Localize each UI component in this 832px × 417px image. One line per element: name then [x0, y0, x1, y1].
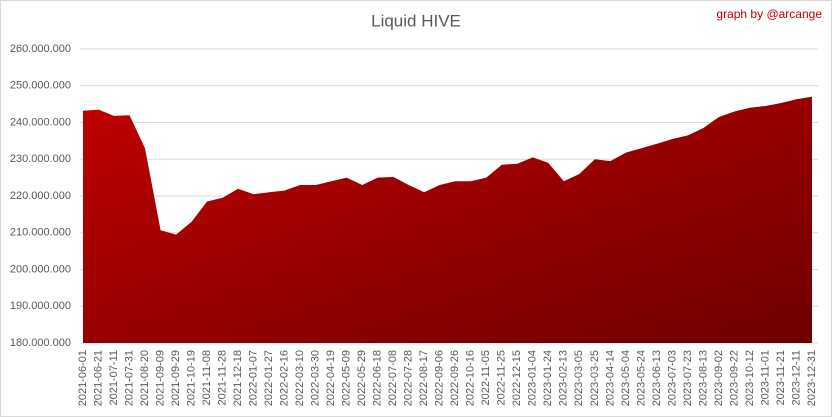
x-tick-label: 2021-06-21 [92, 350, 104, 406]
x-tick-label: 2021-09-29 [170, 350, 182, 406]
x-tick-label: 2022-11-05 [480, 350, 492, 405]
x-tick-label: 2023-05-04 [620, 350, 632, 406]
x-tick-label: 2021-08-20 [139, 350, 151, 406]
annotation: graph by @arcange [716, 7, 822, 21]
x-tick-label: 2022-04-19 [325, 350, 337, 406]
x-tick-label: 2023-03-05 [573, 350, 585, 406]
x-tick-label: 2023-09-02 [713, 350, 725, 406]
chart-title: Liquid HIVE [371, 11, 461, 30]
y-tick-label: 260.000.000 [10, 43, 71, 55]
x-tick-label: 2022-08-17 [418, 350, 430, 406]
x-tick-label: 2023-04-14 [604, 350, 616, 406]
x-tick-label: 2022-02-16 [279, 350, 291, 406]
y-tick-label: 180.000.000 [10, 337, 71, 349]
y-tick-label: 240.000.000 [10, 116, 71, 128]
x-tick-label: 2022-06-18 [372, 350, 384, 406]
x-tick-label: 2023-10-12 [744, 350, 756, 406]
y-tick-label: 190.000.000 [10, 300, 71, 312]
x-tick-label: 2023-03-25 [589, 350, 601, 406]
x-tick-label: 2023-02-13 [558, 350, 570, 406]
y-tick-label: 220.000.000 [10, 190, 71, 202]
x-tick-label: 2023-07-03 [666, 350, 678, 406]
x-tick-label: 2022-01-27 [263, 350, 275, 406]
y-tick-label: 200.000.000 [10, 263, 71, 275]
x-tick-label: 2022-05-09 [341, 350, 353, 406]
x-tick-label: 2023-07-23 [682, 350, 694, 406]
x-tick-label: 2023-05-24 [635, 350, 647, 406]
x-tick-label: 2021-06-01 [77, 350, 89, 406]
x-tick-label: 2023-06-13 [651, 350, 663, 406]
x-tick-label: 2021-10-19 [186, 350, 198, 406]
y-tick-label: 230.000.000 [10, 153, 71, 165]
area [83, 96, 812, 343]
x-tick-label: 2023-08-13 [697, 350, 709, 406]
x-tick-label: 2023-09-22 [728, 350, 740, 406]
x-tick-label: 2021-11-08 [201, 350, 213, 405]
x-tick-label: 2021-07-11 [108, 350, 120, 405]
x-tick-label: 2022-09-26 [449, 350, 461, 406]
y-tick-label: 250.000.000 [10, 80, 71, 92]
x-tick-label: 2022-11-25 [496, 350, 508, 405]
x-tick-label: 2022-10-16 [465, 350, 477, 406]
x-tick-label: 2022-03-30 [310, 350, 322, 406]
x-tick-label: 2023-12-11 [790, 350, 802, 405]
x-tick-label: 2022-03-10 [294, 350, 306, 406]
x-tick-label: 2023-12-31 [806, 350, 818, 406]
x-tick-label: 2022-05-29 [356, 350, 368, 406]
x-tick-label: 2021-11-28 [217, 350, 229, 405]
x-tick-label: 2021-07-31 [123, 350, 135, 406]
x-tick-label: 2023-01-04 [527, 350, 539, 406]
x-tick-label: 2022-01-07 [248, 350, 260, 406]
x-tick-label: 2023-11-01 [759, 350, 771, 405]
x-tick-label: 2023-01-24 [542, 350, 554, 406]
x-tick-label: 2022-07-08 [387, 350, 399, 406]
y-tick-label: 210.000.000 [10, 227, 71, 239]
x-tick-label: 2022-09-06 [434, 350, 446, 406]
x-tick-label: 2022-12-15 [511, 350, 523, 406]
x-tick-label: 2021-12-18 [232, 350, 244, 406]
x-tick-label: 2023-11-21 [775, 350, 787, 405]
x-tick-label: 2021-09-09 [155, 350, 167, 406]
x-tick-label: 2022-07-28 [403, 350, 415, 406]
